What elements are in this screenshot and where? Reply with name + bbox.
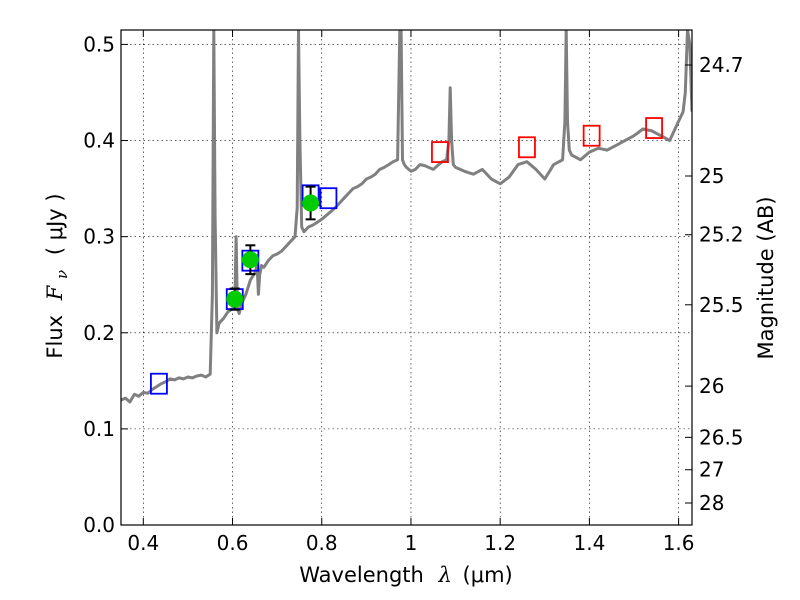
axis-ticks: 0.4 0.6 0.8 1 1.2 1.4 1.6 0.0 0.1 0.2 0.3 0.4 0.5 24.… — [83, 30, 744, 555]
y-tick-label: 0.4 — [83, 129, 115, 153]
x-axis-symbol: λ — [438, 563, 452, 587]
x-axis-label: Wavelength — [299, 563, 424, 587]
observed-point — [241, 251, 259, 269]
plot-area — [121, 30, 692, 404]
y-axis-title: Flux F ν ( μJy ) — [43, 193, 72, 358]
y-tick-label: 0.0 — [83, 513, 115, 537]
model-photometry-marker — [645, 117, 663, 139]
y2-tick-label: 26 — [699, 374, 724, 398]
observed-point — [226, 290, 244, 308]
y-tick-label: 0.2 — [83, 321, 115, 345]
y-axis-unit: ( μJy ) — [43, 193, 67, 255]
model-photometry-marker — [518, 136, 536, 159]
model-photometry-marker — [150, 372, 168, 395]
x-axis-unit: (μm) — [463, 563, 513, 587]
model-photometry-marker — [431, 141, 449, 163]
y2-tick-label: 24.7 — [699, 53, 744, 77]
observed-point — [302, 194, 320, 212]
x-tick-label: 1.4 — [573, 531, 605, 555]
markers — [150, 117, 663, 395]
x-tick-label: 0.4 — [127, 531, 159, 555]
x-tick-label: 1.6 — [663, 531, 695, 555]
y2-tick-label: 26.5 — [699, 425, 744, 449]
model-photometry-marker — [582, 124, 601, 147]
spectrum-line — [121, 30, 692, 404]
y2-tick-label: 25 — [699, 164, 724, 188]
y-tick-label: 0.5 — [83, 32, 115, 56]
y-axis-subscript: ν — [53, 270, 71, 279]
y2-tick-label: 27 — [699, 458, 724, 482]
x-tick-label: 1 — [405, 531, 418, 555]
x-tick-label: 0.6 — [217, 531, 249, 555]
y2-tick-label: 28 — [699, 491, 724, 515]
y-tick-label: 0.3 — [83, 225, 115, 249]
y-axis-symbol: F — [43, 284, 67, 301]
plot-background — [121, 30, 692, 525]
y2-axis-title: Magnitude (AB) — [754, 196, 778, 359]
y-axis-label: Flux — [43, 315, 67, 359]
x-axis-title: Wavelength λ (μm) — [299, 563, 512, 587]
y2-tick-label: 25.2 — [699, 223, 744, 247]
y2-tick-label: 25.5 — [699, 293, 744, 317]
y-tick-label: 0.1 — [83, 417, 115, 441]
x-tick-label: 0.8 — [306, 531, 338, 555]
plot-frame — [120, 29, 693, 526]
x-tick-label: 1.2 — [484, 531, 516, 555]
model-photometry-marker — [319, 187, 338, 210]
